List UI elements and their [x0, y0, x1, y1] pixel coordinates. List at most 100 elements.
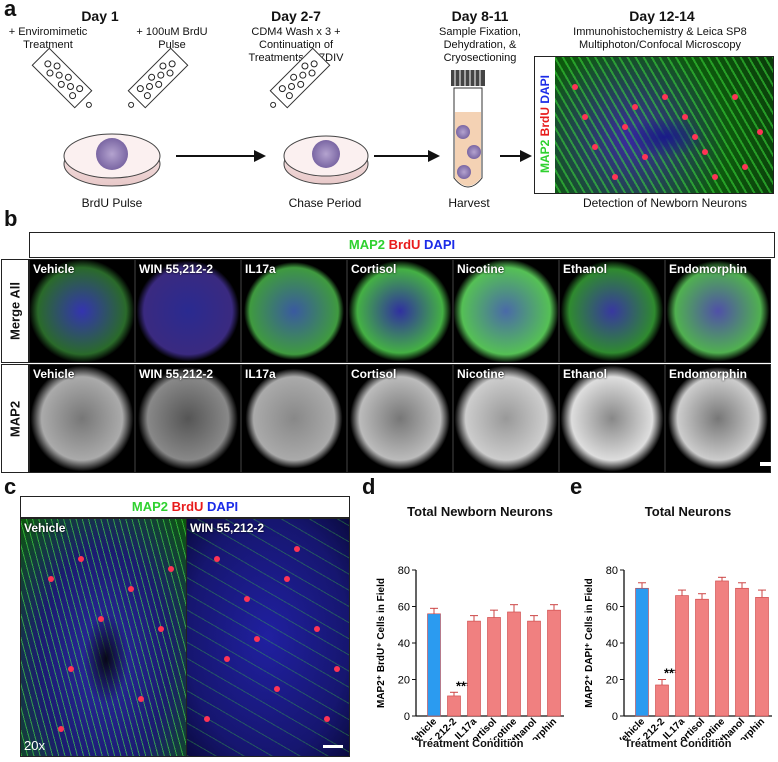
workflow-illustration [31, 47, 532, 188]
petri-dish-icon [63, 133, 161, 187]
bar [675, 595, 689, 717]
day-2-7-label: Day 2-7 [271, 8, 321, 24]
bar [487, 617, 501, 717]
map2-tile: Nicotine [453, 364, 559, 473]
day-1-label: Day 1 [81, 8, 119, 24]
condition-label: Endomorphin [669, 367, 747, 381]
condition-label: Ethanol [563, 262, 607, 276]
arrow-icon [374, 150, 440, 162]
chase-caption: Chase Period [288, 196, 362, 210]
chart-d-xlabel: Treatment Condition [416, 738, 524, 750]
stain-legend: MAP2 BrdU DAPI [538, 74, 552, 174]
win-label: WIN 55,212-2 [190, 521, 265, 535]
brdu-pulse-note: + 100uM BrdU Pulse [136, 26, 208, 51]
condition-label: Ethanol [563, 367, 607, 381]
bar [447, 695, 461, 717]
y-tick-label: 20 [606, 675, 618, 687]
brdu-pulse-caption: BrdU Pulse [81, 196, 143, 210]
condition-label: IL17a [245, 367, 276, 381]
vehicle-label: Vehicle [24, 521, 66, 535]
panel-c-letter: c [4, 474, 17, 499]
map2-tile: Vehicle [29, 364, 135, 473]
petri-dish-icon [283, 135, 369, 185]
bar [467, 620, 481, 717]
bar [695, 598, 709, 717]
row-label-map2: MAP2 [1, 364, 29, 473]
condition-label: WIN 55,212-2 [139, 367, 214, 381]
bar [655, 684, 669, 717]
condition-label: WIN 55,212-2 [139, 262, 214, 276]
row-label-merge: Merge All [1, 259, 29, 363]
y-tick-label: 0 [404, 711, 410, 723]
merge-tile: WIN 55,212-2 [135, 259, 241, 363]
map2-tile: Ethanol [559, 364, 665, 473]
y-tick-label: 20 [398, 675, 410, 687]
day-12-14-note: Immunohistochemistry & Leica SP8 Multiph… [573, 26, 747, 51]
condition-label: Cortisol [351, 262, 397, 276]
map2-tile: WIN 55,212-2 [135, 364, 241, 473]
bar [715, 580, 729, 717]
arrow-icon [500, 150, 532, 162]
map2-tile: IL17a [241, 364, 347, 473]
arrow-icon [176, 150, 266, 162]
pipette-icon [127, 47, 189, 109]
y-tick-label: 60 [398, 602, 410, 614]
y-tick-label: 80 [398, 565, 410, 577]
y-tick-label: 40 [398, 638, 410, 650]
bar [527, 620, 541, 717]
win-closeup: WIN 55,212-2 [186, 518, 350, 757]
panel-e-letter: e [570, 474, 583, 499]
y-tick-label: 0 [612, 711, 618, 723]
panel-d-letter: d [362, 474, 376, 499]
condition-label: Vehicle [33, 262, 75, 276]
day-8-11-note: Sample Fixation, Dehydration, & Cryosect… [439, 26, 521, 64]
panel-b-header: MAP2 BrdU DAPI [29, 232, 775, 258]
merge-tile: IL17a [241, 259, 347, 363]
y-axis-label: MAP2⁺ DAPI⁺ Cells in Field [584, 578, 595, 707]
condition-label: Vehicle [33, 367, 75, 381]
map2-tile: Endomorphin [665, 364, 771, 473]
chart-d-title: Total Newborn Neurons [407, 504, 553, 519]
microscopy-image: MAP2 BrdU DAPI [534, 56, 774, 194]
y-tick-label: 40 [606, 638, 618, 650]
condition-label: Nicotine [457, 262, 505, 276]
pipette-icon [31, 47, 93, 109]
map2-tile: Cortisol [347, 364, 453, 473]
condition-label: Endomorphin [669, 262, 747, 276]
bar [547, 609, 561, 717]
chart-e-xlabel: Treatment Condition [624, 738, 732, 750]
pipette-icon [269, 47, 331, 109]
y-tick-label: 80 [606, 565, 618, 577]
bar [755, 597, 769, 717]
y-axis-label: MAP2⁺ BrdU⁺ Cells in Field [376, 578, 387, 708]
day-12-14-label: Day 12-14 [629, 8, 695, 24]
test-tube-icon [451, 70, 485, 188]
panel-b-letter: b [4, 206, 18, 231]
bar [507, 611, 521, 717]
bar [635, 587, 649, 717]
condition-label: IL17a [245, 262, 276, 276]
chart-e-title: Total Neurons [644, 504, 732, 519]
scale-bar [323, 745, 343, 748]
condition-label: Nicotine [457, 367, 505, 381]
panel-a-letter: a [4, 0, 17, 21]
merge-tile: Ethanol [559, 259, 665, 363]
detection-caption: Detection of Newborn Neurons [582, 196, 748, 210]
magnification-label: 20x [24, 738, 45, 753]
panel-c-header: MAP2 BrdU DAPI [20, 496, 350, 518]
merge-tile: Cortisol [347, 259, 453, 363]
merge-tile: Endomorphin [665, 259, 771, 363]
day-8-11-label: Day 8-11 [451, 8, 509, 24]
vehicle-closeup: Vehicle 20x [20, 518, 187, 757]
bar [427, 613, 441, 717]
merge-tile: Vehicle [29, 259, 135, 363]
bar [735, 587, 749, 717]
treatment-note: + Enviromimetic Treatment [8, 26, 88, 51]
harvest-caption: Harvest [448, 196, 490, 210]
merge-tile: Nicotine [453, 259, 559, 363]
scale-bar [760, 462, 772, 466]
condition-label: Cortisol [351, 367, 397, 381]
y-tick-label: 60 [606, 602, 618, 614]
